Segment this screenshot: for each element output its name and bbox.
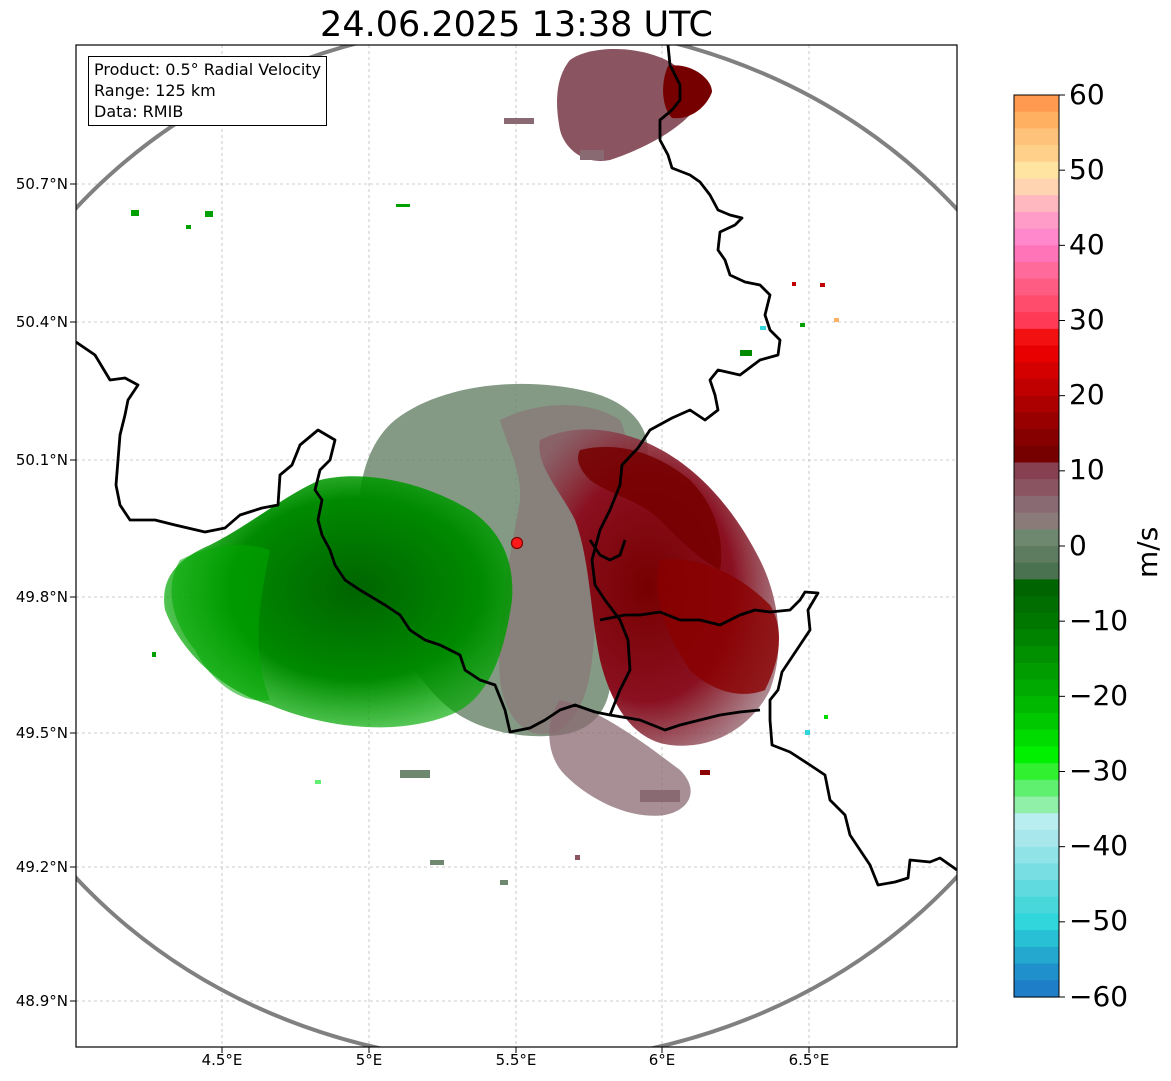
colorbar-tick-label: −60 [1069,980,1129,1013]
colorbar-segment [1014,495,1059,514]
colorbar-tick-label: −30 [1069,754,1129,787]
colorbar-segment [1014,295,1059,313]
colorbar-segment [1014,479,1059,497]
colorbar-segment [1014,128,1059,146]
colorbar-segment [1014,679,1059,697]
colorbar-tick-label: −20 [1069,679,1129,712]
colorbar-segment [1014,262,1059,280]
colorbar-segment [1014,228,1059,246]
colorbar-segment [1014,278,1059,297]
colorbar-segment [1014,245,1059,263]
colorbar-segment [1014,779,1059,798]
lat-tick-label: 50.4°N [15,313,68,331]
colorbar-segment [1014,445,1059,464]
colorbar-tick-label: −10 [1069,604,1129,637]
colorbar-segment [1014,596,1059,614]
colorbar-segment [1014,378,1059,397]
colorbar-segment [1014,145,1059,163]
colorbar-segment [1014,729,1059,748]
lat-tick-label: 49.8°N [15,588,68,606]
colorbar-segment [1014,462,1059,480]
colorbar-segment [1014,195,1059,213]
lon-tick-label: 6°E [648,1051,676,1069]
radar-site-marker [510,536,524,550]
colorbar-tick-label: 0 [1069,529,1087,562]
colorbar-tick-label: 60 [1069,78,1105,111]
colorbar-segment [1014,429,1059,447]
lat-tick-label: 48.9°N [15,992,68,1010]
echo-outbound-core [578,446,722,570]
echo-southern-tail [549,700,691,816]
colorbar-segment [1014,662,1059,681]
colorbar-segment [1014,863,1059,881]
colorbar-segment [1014,579,1059,597]
colorbar-segment [1014,913,1059,931]
info-range: Range: 125 km [94,81,216,100]
colorbar-tick-label: 20 [1069,378,1105,411]
colorbar-segment [1014,696,1059,714]
colorbar-segment [1014,880,1059,898]
colorbar-segment [1014,178,1059,196]
colorbar-segment [1014,328,1059,347]
colorbar-segment [1014,562,1059,580]
colorbar-segment [1014,546,1059,564]
colorbar-segment [1014,746,1059,764]
colorbar [1014,95,1059,998]
colorbar-segment [1014,629,1059,647]
colorbar-segment [1014,946,1059,965]
colorbar-segment [1014,312,1059,330]
lon-tick-label: 5.5°E [495,1051,537,1069]
colorbar-segment [1014,395,1059,413]
echo-outbound-east [657,559,780,694]
colorbar-segment [1014,846,1059,864]
colorbar-unit-label: m/s [1131,526,1164,578]
colorbar-tick-label: 40 [1069,228,1105,261]
echo-scatter [131,118,839,885]
colorbar-segment [1014,211,1059,230]
colorbar-segment [1014,796,1059,814]
colorbar-segment [1014,829,1059,848]
colorbar-tick-label: −50 [1069,904,1129,937]
colorbar-segment [1014,930,1059,948]
lon-tick-label: 4.5°E [201,1051,243,1069]
lon-tick-label: 6.5°E [788,1051,830,1069]
plot-title: 24.06.2025 13:38 UTC [320,5,713,45]
colorbar-segment [1014,111,1059,129]
country-borders [76,45,957,887]
colorbar-segment [1014,813,1059,831]
colorbar-segment [1014,980,1059,998]
info-box: Product: 0.5° Radial Velocity Range: 125… [88,56,328,126]
colorbar-segment [1014,896,1059,915]
colorbar-segment [1014,529,1059,547]
colorbar-segment [1014,713,1059,731]
colorbar-segment [1014,646,1059,664]
colorbar-segment [1014,345,1059,363]
info-product: Product: 0.5° Radial Velocity [94,60,322,79]
colorbar-tick-marks [1059,94,1065,998]
lat-tick-label: 49.2°N [15,858,68,876]
lat-tick-label: 50.1°N [15,451,68,469]
info-source: Data: RMIB [94,102,184,121]
lon-tick-label: 5°E [355,1051,383,1069]
colorbar-segment [1014,161,1059,180]
colorbar-segment [1014,763,1059,781]
colorbar-segment [1014,95,1059,113]
axis-tick-marks [70,183,810,1053]
colorbar-tick-label: 50 [1069,153,1105,186]
lat-tick-label: 49.5°N [15,724,68,742]
colorbar-tick-label: 30 [1069,303,1105,336]
colorbar-segment [1014,612,1059,631]
colorbar-segment [1014,963,1059,981]
colorbar-segment [1014,412,1059,430]
colorbar-segment [1014,362,1059,380]
colorbar-tick-label: −40 [1069,829,1129,862]
colorbar-tick-label: 10 [1069,453,1105,486]
lat-tick-label: 50.7°N [15,175,68,193]
echo-inbound-fringe [171,544,270,701]
colorbar-segment [1014,512,1059,530]
